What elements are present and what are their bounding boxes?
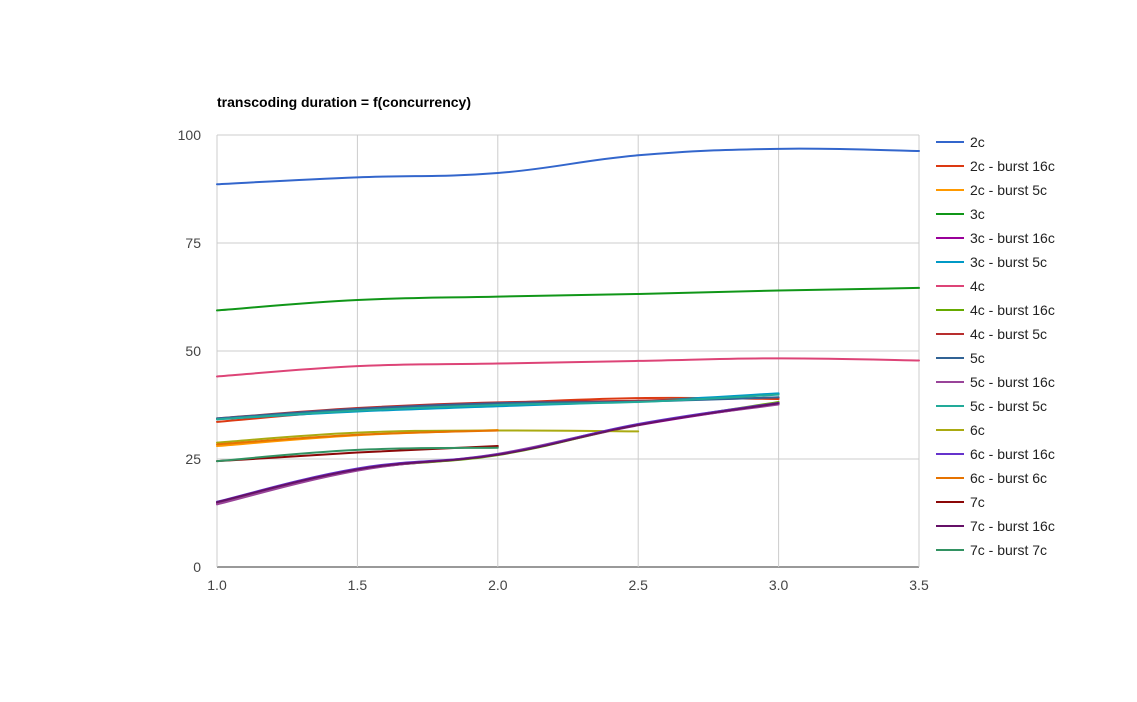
y-tick-label: 75 — [185, 235, 201, 251]
legend: 2c 2c - burst 16c 2c - burst 5c 3c 3c - burs… — [936, 134, 1055, 558]
x-tick-label: 2.0 — [488, 577, 508, 593]
series-line-7c-burst-16c — [216, 402, 780, 504]
legend-item-3c-burst-5c[interactable]: 3c - burst 5c — [936, 254, 1047, 270]
legend-label: 2c - burst 16c — [970, 158, 1055, 174]
legend-label: 6c - burst 6c — [970, 470, 1047, 486]
x-tick-label: 3.0 — [769, 577, 789, 593]
y-tick-label: 50 — [185, 343, 201, 359]
legend-label: 6c — [970, 422, 985, 438]
y-tick-label: 0 — [193, 559, 201, 575]
series-line-6c-burst-6c — [216, 429, 499, 446]
legend-label: 5c - burst 5c — [970, 398, 1047, 414]
legend-item-2c-burst-5c[interactable]: 2c - burst 5c — [936, 182, 1047, 198]
legend-label: 2c — [970, 134, 985, 150]
legend-item-2c[interactable]: 2c — [936, 134, 985, 150]
series-line-6c — [216, 429, 640, 444]
legend-label: 5c - burst 16c — [970, 374, 1055, 390]
legend-label: 7c - burst 7c — [970, 542, 1047, 558]
legend-label: 4c - burst 16c — [970, 302, 1055, 318]
legend-label: 4c — [970, 278, 985, 294]
gridlines — [216, 134, 920, 568]
legend-item-7c-burst-7c[interactable]: 7c - burst 7c — [936, 542, 1047, 558]
legend-item-4c[interactable]: 4c — [936, 278, 985, 294]
series-line-7c-burst-7c — [216, 446, 499, 463]
legend-label: 4c - burst 5c — [970, 326, 1047, 342]
x-tick-label: 3.5 — [909, 577, 929, 593]
legend-item-6c-burst-6c[interactable]: 6c - burst 6c — [936, 470, 1047, 486]
legend-label: 3c - burst 16c — [970, 230, 1055, 246]
legend-item-5c-burst-5c[interactable]: 5c - burst 5c — [936, 398, 1047, 414]
x-axis-ticks: 1.0 1.5 2.0 2.5 3.0 3.5 — [207, 577, 929, 593]
legend-label: 6c - burst 16c — [970, 446, 1055, 462]
legend-item-3c[interactable]: 3c — [936, 206, 985, 222]
legend-item-5c[interactable]: 5c — [936, 350, 985, 366]
legend-item-7c[interactable]: 7c — [936, 494, 985, 510]
x-tick-label: 1.0 — [207, 577, 227, 593]
legend-item-6c-burst-16c[interactable]: 6c - burst 16c — [936, 446, 1055, 462]
legend-item-6c[interactable]: 6c — [936, 422, 985, 438]
legend-item-7c-burst-16c[interactable]: 7c - burst 16c — [936, 518, 1055, 534]
y-tick-label: 25 — [185, 451, 201, 467]
series-line-4c — [216, 357, 920, 378]
legend-label: 5c — [970, 350, 985, 366]
legend-label: 3c — [970, 206, 985, 222]
y-tick-label: 100 — [178, 127, 202, 143]
series-line-2c — [216, 147, 920, 186]
series-line-5c-burst-5c — [216, 393, 780, 421]
legend-label: 2c - burst 5c — [970, 182, 1047, 198]
legend-item-3c-burst-16c[interactable]: 3c - burst 16c — [936, 230, 1055, 246]
y-axis-ticks: 0 25 50 75 100 — [178, 127, 202, 575]
chart-title: transcoding duration = f(concurrency) — [217, 94, 471, 110]
series-lines — [216, 147, 920, 506]
legend-item-4c-burst-5c[interactable]: 4c - burst 5c — [936, 326, 1047, 342]
legend-item-4c-burst-16c[interactable]: 4c - burst 16c — [936, 302, 1055, 318]
legend-label: 3c - burst 5c — [970, 254, 1047, 270]
x-tick-label: 2.5 — [628, 577, 648, 593]
legend-item-2c-burst-16c[interactable]: 2c - burst 16c — [936, 158, 1055, 174]
legend-label: 7c - burst 16c — [970, 518, 1055, 534]
series-line-3c — [216, 286, 920, 312]
x-tick-label: 1.5 — [348, 577, 368, 593]
legend-item-5c-burst-16c[interactable]: 5c - burst 16c — [936, 374, 1055, 390]
legend-label: 7c — [970, 494, 985, 510]
